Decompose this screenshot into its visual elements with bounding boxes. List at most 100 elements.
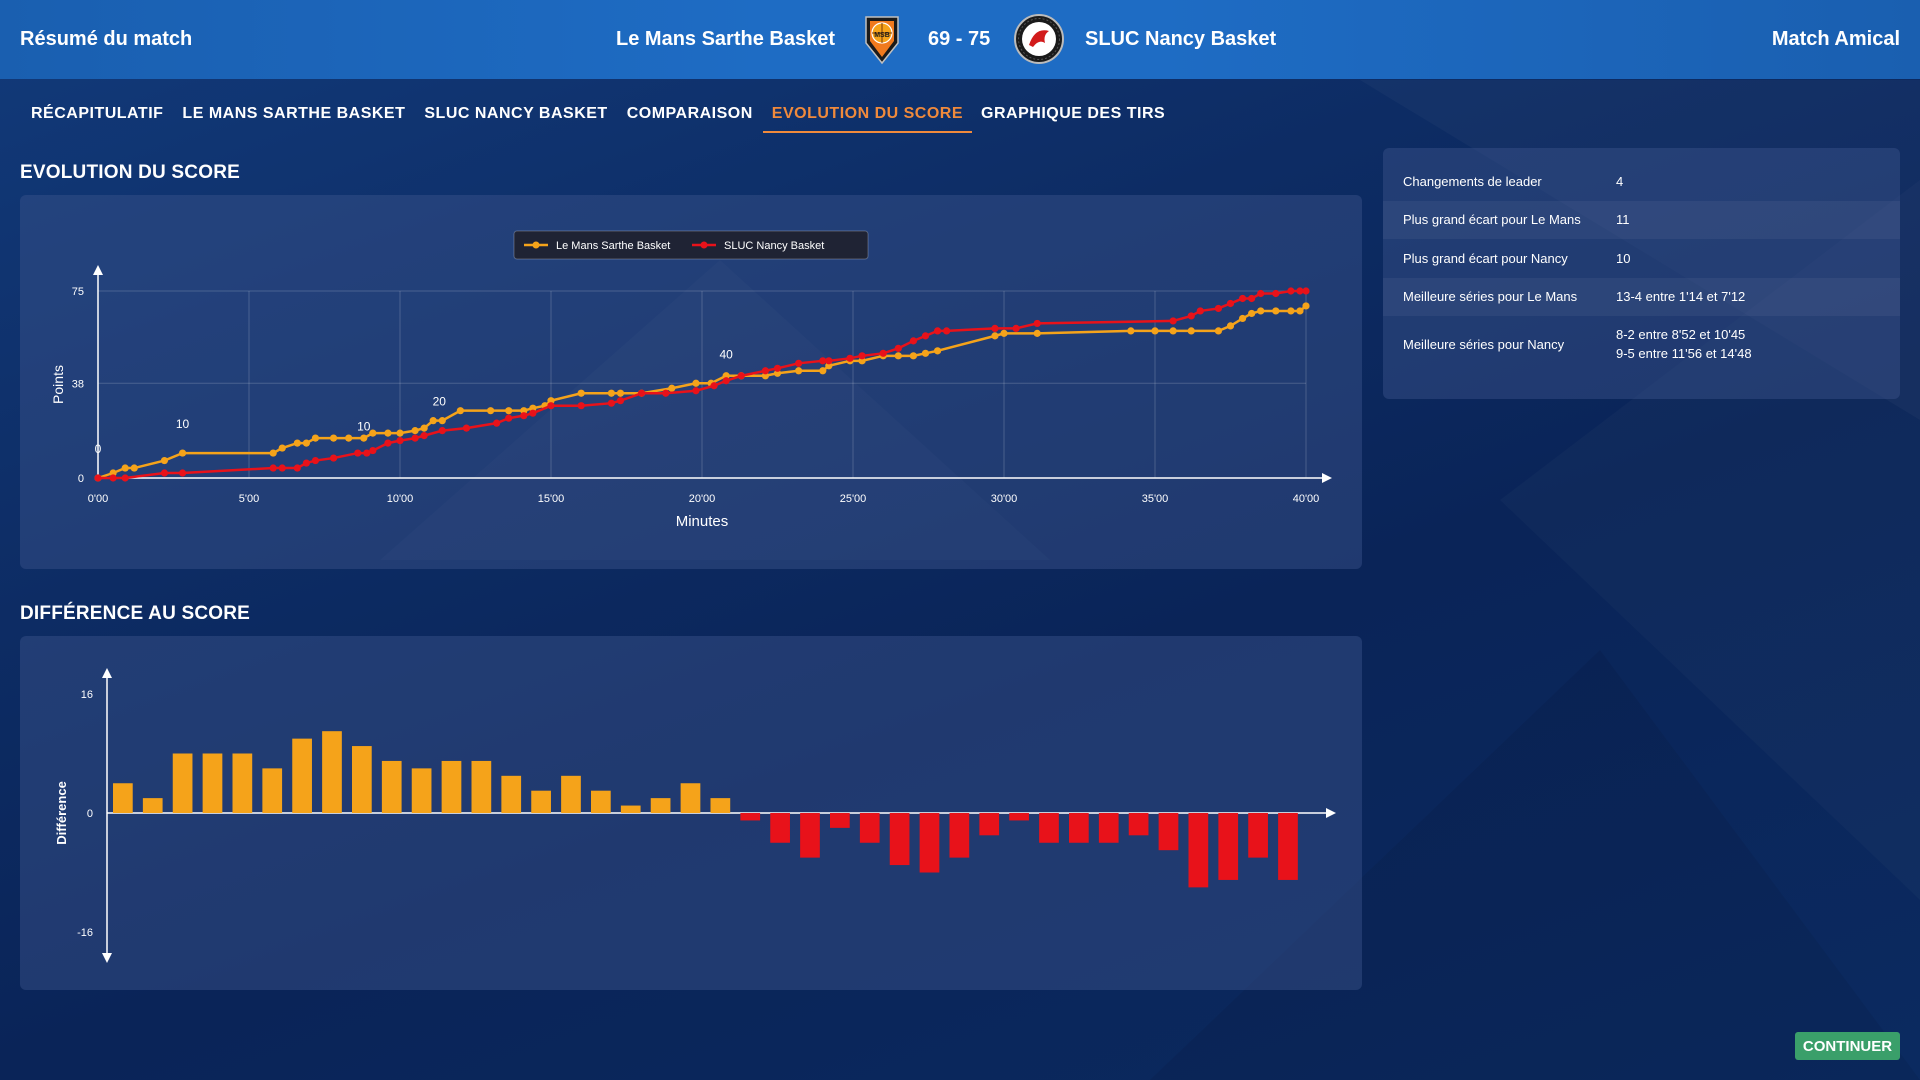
stat-row-nancy-run: Meilleure séries pour Nancy 8-2 entre 8'… [1383,316,1900,372]
le-mans-data-point [420,424,428,432]
match-type: Match Amical [1771,28,1900,50]
nancy-lead-bar [800,813,820,858]
y-tick-label: 75 [72,286,84,298]
le-mans-data-point [616,389,625,397]
nancy-lead-bar [1069,813,1089,843]
y-tick-label: 38 [72,378,84,390]
le-mans-data-point [894,352,902,360]
le-mans-data-point [360,434,368,442]
le-mans-data-point [456,407,464,415]
nancy-data-point [1214,304,1223,313]
nancy-lead-bar [1188,813,1209,888]
stat-value: 11 [1616,212,1630,228]
le-mans-lead-bar [471,760,492,813]
nancy-data-point [577,402,585,410]
match-score: 69 - 75 [928,28,991,50]
le-mans-lead-bar [501,775,522,813]
le-mans-data-point [1033,329,1041,337]
le-mans-data-point [278,444,286,452]
le-mans-data-point [369,429,377,437]
nancy-data-point [1226,299,1235,308]
nancy-lead-bar [859,813,880,843]
page-title: Résumé du match [20,28,193,50]
nancy-data-point [1296,287,1304,295]
nancy-data-point [710,382,718,390]
legend-swatch-marker [700,241,708,249]
nancy-lead-bar [949,813,970,858]
le-mans-lead-bar [650,798,671,813]
le-mans-data-point [909,352,918,360]
le-mans-data-point [269,449,277,457]
nancy-data-point [819,357,827,365]
nancy-data-point [369,446,377,455]
y-axis-arrow-bottom-icon [102,953,112,963]
le-mans-data-point [302,439,310,447]
nancy-lead-bar [1098,813,1119,843]
le-mans-data-point [178,449,187,457]
nancy-lead-bar [1009,813,1029,821]
le-mans-data-point [991,332,999,340]
le-mans-data-point [1127,327,1135,335]
y-tick-label: 0 [78,473,84,485]
stat-label: Meilleure séries pour Nancy [1403,336,1565,352]
nancy-lead-bar [979,813,1000,836]
nancy-data-point [1033,319,1041,328]
tab-nancy[interactable]: SLUC NANCY BASKET [424,105,608,122]
le-mans-data-point [529,404,537,412]
nancy-data-point [529,409,537,417]
le-mans-lead-bar [411,768,432,813]
score-evolution-chart: 0'00 5'00 10'00 15'00 20'00 25'00 30'00 35'00 40… [50,230,1332,530]
le-mans-lead-bar [620,805,641,813]
le-mans-data-point [293,439,301,447]
nancy-data-point [438,427,446,435]
le-mans-data-point [520,407,528,415]
continue-button[interactable]: CONTINUER [1795,1032,1900,1060]
x-axis-label: Minutes [676,513,729,530]
x-tick-label: 5'00 [239,493,259,505]
y-axis-arrow-top-icon [102,668,112,678]
nancy-data-point [858,352,866,360]
nancy-data-point [278,464,286,472]
y-axis-label: Points [50,365,66,404]
nancy-data-point [773,364,782,372]
le-mans-data-point [384,429,392,437]
tab-comparaison[interactable]: COMPARAISON [626,105,753,122]
nancy-data-point [311,456,320,465]
nancy-data-point [1238,294,1247,303]
nancy-data-point [991,324,999,332]
le-mans-data-point [819,367,827,375]
le-mans-data-point [607,389,616,397]
stat-value-line: 8-2 entre 8'52 et 10'45 [1616,327,1746,342]
le-mans-data-point [692,379,700,387]
tab-graphique-tirs[interactable]: GRAPHIQUE DES TIRS [981,105,1166,122]
tab-le-mans[interactable]: LE MANS SARTHE BASKET [182,105,406,122]
le-mans-data-point [1214,327,1223,335]
nancy-data-point [160,469,169,477]
le-mans-data-point [396,429,404,437]
nancy-lead-bar [919,813,940,873]
le-mans-lead-bar [322,731,342,813]
x-tick-label: 30'00 [991,493,1018,505]
nancy-data-point [354,449,362,457]
nancy-lead-bar [1248,813,1268,858]
le-mans-lead-bar [352,746,372,813]
away-team-name: SLUC Nancy Basket [1085,28,1277,50]
stat-label: Plus grand écart pour Nancy [1403,250,1568,266]
nancy-data-point [1012,324,1020,332]
le-mans-data-point [487,407,495,415]
stat-label: Meilleure séries pour Le Mans [1403,289,1578,305]
nancy-data-point [638,389,646,397]
stat-row-leader-changes: Changements de leader 4 [1383,162,1900,201]
tab-recapitulatif[interactable]: RÉCAPITULATIF [31,105,164,122]
tab-evolution-score[interactable]: EVOLUTION DU SCORE [762,100,973,133]
chart-annotation: 10 [176,417,190,431]
le-mans-data-point [411,427,419,435]
difference-chart-panel: 16 0 -16 Différence [20,636,1362,990]
x-tick-label: 10'00 [387,493,414,505]
stat-value: 4 [1616,173,1624,189]
le-mans-data-point [825,362,833,370]
nancy-data-point [384,439,392,447]
le-mans-data-point [160,456,169,465]
nancy-logo-icon [1014,14,1064,64]
nancy-data-point [933,327,942,335]
